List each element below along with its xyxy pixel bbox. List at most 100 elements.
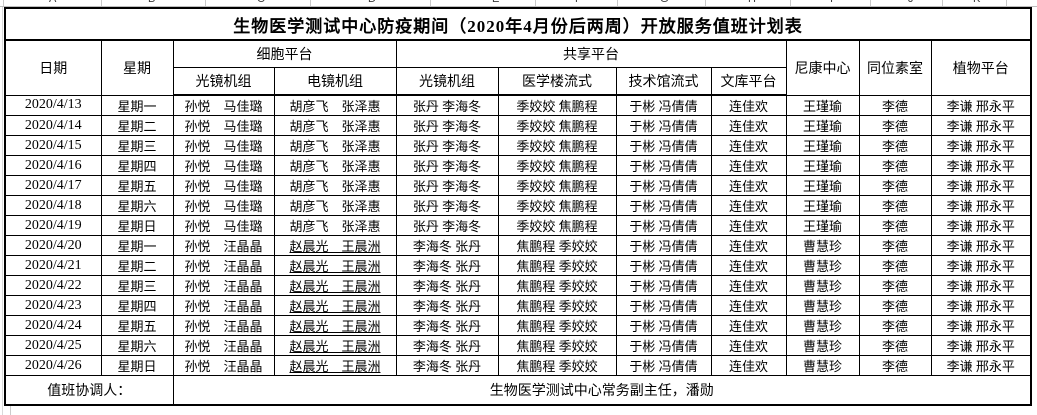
cell-light-duty-cell[interactable]: 孙悦 马佳璐 xyxy=(172,175,275,196)
weekday-cell[interactable]: 星期五 xyxy=(100,315,174,336)
nikon-duty-cell[interactable]: 王瑾瑜 xyxy=(785,175,860,196)
header-tech-hall-flow[interactable]: 技术馆流式 xyxy=(615,67,712,96)
weekday-cell[interactable]: 星期日 xyxy=(100,355,174,376)
cell-light-duty-cell[interactable]: 孙悦 马佳璐 xyxy=(172,155,275,176)
cell-light-duty-cell[interactable]: 孙悦 马佳璐 xyxy=(172,94,275,116)
tech-flow-duty-cell[interactable]: 于彬 冯倩倩 xyxy=(615,335,712,356)
cell-electron-duty-cell[interactable]: 胡彦飞 张泽惠 xyxy=(273,155,397,176)
cell-electron-duty-cell[interactable]: 赵晨光 王晨洲 xyxy=(273,235,397,256)
cell-light-duty-cell[interactable]: 孙悦 马佳璐 xyxy=(172,135,275,156)
column-letter-E[interactable]: E xyxy=(492,0,499,5)
medical-flow-duty-cell[interactable]: 季姣姣 焦鹏程 xyxy=(497,155,617,176)
column-letter-C[interactable]: C xyxy=(257,0,265,5)
medical-flow-duty-cell[interactable]: 季姣姣 焦鹏程 xyxy=(497,94,617,116)
duty-coordinator-label[interactable]: 值班协调人： xyxy=(4,375,174,406)
plant-duty-cell[interactable]: 李谦 邢永平 xyxy=(930,235,1032,256)
plant-duty-cell[interactable]: 李谦 邢永平 xyxy=(930,135,1032,156)
cell-light-duty-cell[interactable]: 孙悦 汪晶晶 xyxy=(172,235,275,256)
shared-light-duty-cell[interactable]: 张丹 李海冬 xyxy=(395,94,499,116)
cell-light-duty-cell[interactable]: 孙悦 汪晶晶 xyxy=(172,255,275,276)
cell-light-duty-cell[interactable]: 孙悦 汪晶晶 xyxy=(172,315,275,336)
nikon-duty-cell[interactable]: 曹慧珍 xyxy=(785,235,860,256)
date-cell[interactable]: 2020/4/14 xyxy=(4,115,102,136)
cell-electron-duty-cell[interactable]: 胡彦飞 张泽惠 xyxy=(273,115,397,136)
cell-electron-duty-cell[interactable]: 胡彦飞 张泽惠 xyxy=(273,135,397,156)
plant-duty-cell[interactable]: 李谦 邢永平 xyxy=(930,255,1032,276)
plant-duty-cell[interactable]: 李谦 邢永平 xyxy=(930,175,1032,196)
weekday-cell[interactable]: 星期四 xyxy=(100,155,174,176)
cell-light-duty-cell[interactable]: 孙悦 汪晶晶 xyxy=(172,335,275,356)
weekday-cell[interactable]: 星期三 xyxy=(100,275,174,296)
header-weekday[interactable]: 星期 xyxy=(100,39,174,96)
plant-duty-cell[interactable]: 李谦 邢永平 xyxy=(930,195,1032,216)
cell-electron-duty-cell[interactable]: 赵晨光 王晨洲 xyxy=(273,255,397,276)
cell-electron-duty-cell[interactable]: 赵晨光 王晨洲 xyxy=(273,295,397,316)
plant-duty-cell[interactable]: 李谦 邢永平 xyxy=(930,315,1032,336)
tech-flow-duty-cell[interactable]: 于彬 冯倩倩 xyxy=(615,295,712,316)
nikon-duty-cell[interactable]: 曹慧珍 xyxy=(785,255,860,276)
column-letter-I[interactable]: I xyxy=(830,0,833,5)
date-cell[interactable]: 2020/4/16 xyxy=(4,155,102,176)
date-cell[interactable]: 2020/4/26 xyxy=(4,355,102,376)
cell-electron-duty-cell[interactable]: 赵晨光 王晨洲 xyxy=(273,355,397,376)
date-cell[interactable]: 2020/4/15 xyxy=(4,135,102,156)
tech-flow-duty-cell[interactable]: 于彬 冯倩倩 xyxy=(615,275,712,296)
date-cell[interactable]: 2020/4/19 xyxy=(4,215,102,236)
medical-flow-duty-cell[interactable]: 季姣姣 焦鹏程 xyxy=(497,115,617,136)
shared-light-duty-cell[interactable]: 李海冬 张丹 xyxy=(395,235,499,256)
medical-flow-duty-cell[interactable]: 季姣姣 焦鹏程 xyxy=(497,215,617,236)
library-duty-cell[interactable]: 连佳欢 xyxy=(710,235,787,256)
column-letter-F[interactable]: F xyxy=(575,0,582,5)
shared-light-duty-cell[interactable]: 张丹 李海冬 xyxy=(395,215,499,236)
shared-light-duty-cell[interactable]: 张丹 李海冬 xyxy=(395,135,499,156)
weekday-cell[interactable]: 星期二 xyxy=(100,115,174,136)
library-duty-cell[interactable]: 连佳欢 xyxy=(710,355,787,376)
header-date[interactable]: 日期 xyxy=(4,39,102,96)
shared-light-duty-cell[interactable]: 张丹 李海冬 xyxy=(395,175,499,196)
header-cell-light-group[interactable]: 光镜机组 xyxy=(172,67,275,96)
weekday-cell[interactable]: 星期六 xyxy=(100,195,174,216)
cell-light-duty-cell[interactable]: 孙悦 汪晶晶 xyxy=(172,295,275,316)
cell-electron-duty-cell[interactable]: 赵晨光 王晨洲 xyxy=(273,315,397,336)
medical-flow-duty-cell[interactable]: 焦鹏程 季姣姣 xyxy=(497,295,617,316)
isotope-duty-cell[interactable]: 李德 xyxy=(858,155,932,176)
tech-flow-duty-cell[interactable]: 于彬 冯倩倩 xyxy=(615,175,712,196)
tech-flow-duty-cell[interactable]: 于彬 冯倩倩 xyxy=(615,94,712,116)
date-cell[interactable]: 2020/4/20 xyxy=(4,235,102,256)
shared-light-duty-cell[interactable]: 李海冬 张丹 xyxy=(395,315,499,336)
shared-light-duty-cell[interactable]: 李海冬 张丹 xyxy=(395,335,499,356)
isotope-duty-cell[interactable]: 李德 xyxy=(858,295,932,316)
isotope-duty-cell[interactable]: 李德 xyxy=(858,335,932,356)
library-duty-cell[interactable]: 连佳欢 xyxy=(710,315,787,336)
nikon-duty-cell[interactable]: 曹慧珍 xyxy=(785,355,860,376)
header-nikon-center[interactable]: 尼康中心 xyxy=(785,39,860,96)
header-plant-platform[interactable]: 植物平台 xyxy=(930,39,1032,96)
date-cell[interactable]: 2020/4/18 xyxy=(4,195,102,216)
column-letter-A[interactable]: A xyxy=(49,0,56,5)
plant-duty-cell[interactable]: 李谦 邢永平 xyxy=(930,94,1032,116)
column-letter-K[interactable]: K xyxy=(973,0,980,5)
plant-duty-cell[interactable]: 李谦 邢永平 xyxy=(930,335,1032,356)
medical-flow-duty-cell[interactable]: 焦鹏程 季姣姣 xyxy=(497,255,617,276)
date-cell[interactable]: 2020/4/25 xyxy=(4,335,102,356)
plant-duty-cell[interactable]: 李谦 邢永平 xyxy=(930,155,1032,176)
library-duty-cell[interactable]: 连佳欢 xyxy=(710,115,787,136)
weekday-cell[interactable]: 星期五 xyxy=(100,175,174,196)
shared-light-duty-cell[interactable]: 李海冬 张丹 xyxy=(395,355,499,376)
isotope-duty-cell[interactable]: 李德 xyxy=(858,135,932,156)
plant-duty-cell[interactable]: 李谦 邢永平 xyxy=(930,295,1032,316)
tech-flow-duty-cell[interactable]: 于彬 冯倩倩 xyxy=(615,115,712,136)
library-duty-cell[interactable]: 连佳欢 xyxy=(710,135,787,156)
nikon-duty-cell[interactable]: 王瑾瑜 xyxy=(785,155,860,176)
header-shared-platform[interactable]: 共享平台 xyxy=(395,39,787,68)
library-duty-cell[interactable]: 连佳欢 xyxy=(710,275,787,296)
library-duty-cell[interactable]: 连佳欢 xyxy=(710,94,787,116)
column-letter-H[interactable]: H xyxy=(748,0,756,5)
shared-light-duty-cell[interactable]: 李海冬 张丹 xyxy=(395,295,499,316)
shared-light-duty-cell[interactable]: 张丹 李海冬 xyxy=(395,155,499,176)
tech-flow-duty-cell[interactable]: 于彬 冯倩倩 xyxy=(615,235,712,256)
weekday-cell[interactable]: 星期二 xyxy=(100,255,174,276)
shared-light-duty-cell[interactable]: 李海冬 张丹 xyxy=(395,255,499,276)
cell-electron-duty-cell[interactable]: 胡彦飞 张泽惠 xyxy=(273,195,397,216)
medical-flow-duty-cell[interactable]: 季姣姣 焦鹏程 xyxy=(497,135,617,156)
